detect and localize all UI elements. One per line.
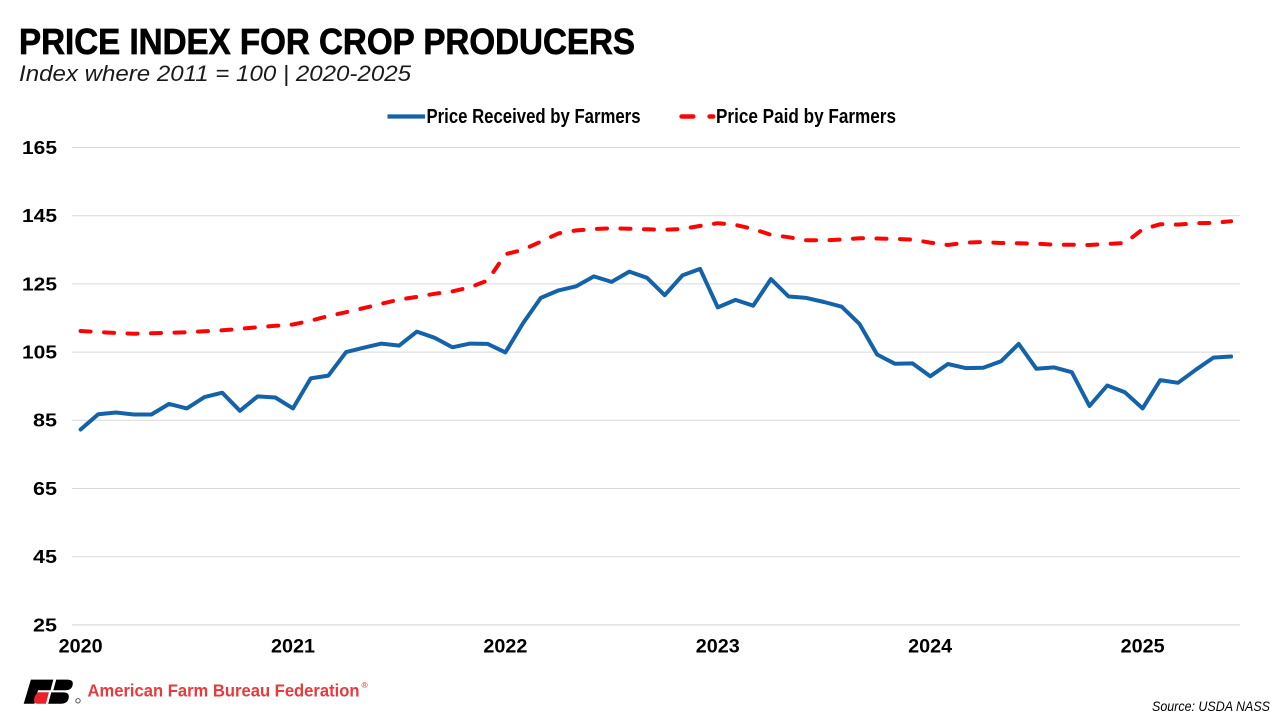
svg-text:2024: 2024	[908, 637, 952, 658]
svg-text:American Farm Bureau Federatio: American Farm Bureau Federation	[88, 681, 360, 701]
svg-text:Price Paid by Farmers: Price Paid by Farmers	[716, 106, 896, 128]
svg-text:Source: USDA NASS: Source: USDA NASS	[1152, 699, 1270, 714]
svg-text:2022: 2022	[483, 637, 527, 658]
svg-text:25: 25	[33, 615, 57, 635]
svg-text:45: 45	[33, 547, 57, 567]
svg-text:Index where 2011 = 100 | 2020-: Index where 2011 = 100 | 2020-2025	[19, 61, 412, 86]
svg-text:105: 105	[22, 343, 57, 363]
svg-text:65: 65	[33, 479, 57, 499]
svg-text:165: 165	[22, 138, 57, 158]
svg-text:145: 145	[22, 206, 57, 226]
svg-text:2020: 2020	[59, 637, 103, 658]
svg-text:125: 125	[22, 274, 57, 294]
svg-text:2023: 2023	[696, 637, 740, 658]
svg-text:PRICE INDEX FOR CROP PRODUCERS: PRICE INDEX FOR CROP PRODUCERS	[19, 21, 635, 62]
svg-text:2025: 2025	[1121, 637, 1165, 658]
svg-text:2021: 2021	[271, 637, 315, 658]
svg-text:85: 85	[33, 411, 57, 431]
svg-text:®: ®	[362, 680, 369, 690]
svg-text:Price Received by Farmers: Price Received by Farmers	[427, 106, 641, 128]
